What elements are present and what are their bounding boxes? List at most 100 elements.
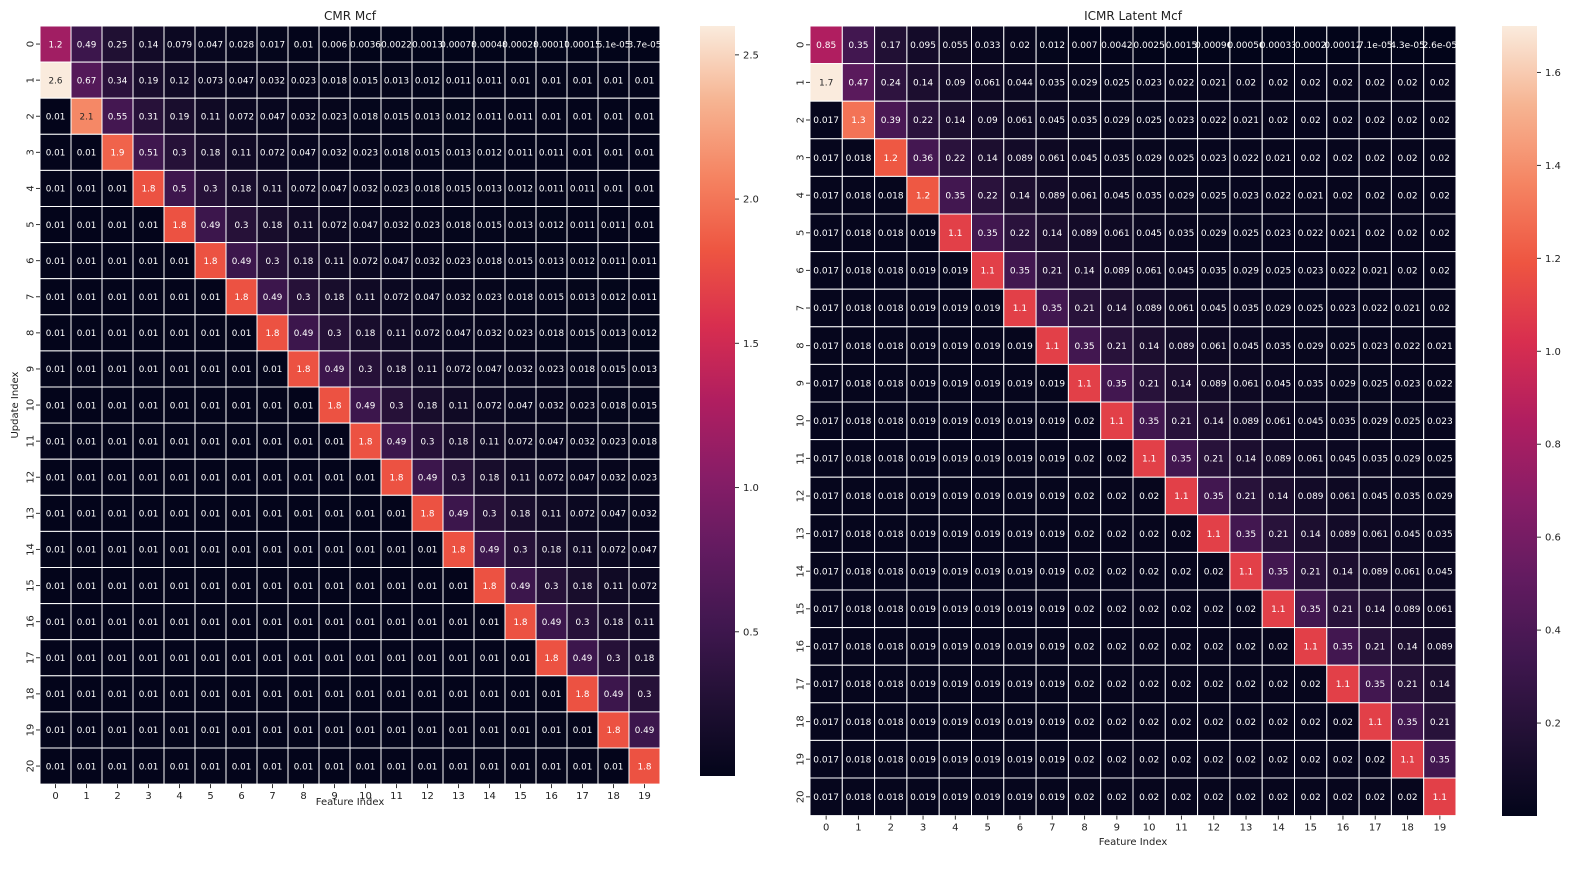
- heatmap-cell: [1294, 702, 1328, 741]
- cell-value-label: 0.01: [263, 365, 283, 375]
- x-tick-label: 1: [83, 791, 89, 802]
- cell-value-label: 0.015: [446, 185, 471, 195]
- heatmap-cell: [132, 530, 165, 569]
- cell-value-label: 0.023: [1298, 267, 1324, 277]
- cell-value-label: 0.14: [978, 154, 998, 164]
- cell-value-label: 0.02: [1010, 41, 1030, 51]
- cell-value-label: 0.02: [1075, 680, 1095, 690]
- cell-value-label: 0.01: [77, 690, 97, 700]
- cell-value-label: 0.045: [1201, 304, 1227, 314]
- cell-value-label: 0.045: [1330, 455, 1356, 465]
- cell-value-label: 0.21: [1301, 567, 1321, 577]
- cell-value-label: 0.035: [1104, 154, 1130, 164]
- cell-value-label: 0.013: [508, 221, 533, 231]
- cell-value-label: 0.022: [1201, 116, 1227, 126]
- heatmap-cell: [70, 675, 103, 713]
- cell-value-label: 0.3: [638, 690, 652, 700]
- cell-value-label: 0.019: [975, 793, 1001, 803]
- heatmap-cell: [194, 567, 227, 605]
- cell-value-label: 0.35: [1333, 643, 1353, 653]
- cell-value-label: 0.019: [942, 492, 968, 502]
- cell-value-label: 0.01: [325, 690, 345, 700]
- heatmap-cell: [411, 133, 444, 171]
- cell-value-label: 0.11: [387, 329, 407, 339]
- heatmap-cell: [906, 627, 940, 666]
- cell-value-label: 0.011: [570, 221, 595, 231]
- cell-value-label: 0.019: [942, 680, 968, 690]
- cell-value-label: 0.14: [1268, 492, 1288, 502]
- cell-value-label: 0.01: [77, 726, 97, 736]
- heatmap-cell: [101, 278, 134, 316]
- cell-value-label: 0.013: [570, 293, 595, 303]
- heatmap-cell: [1132, 551, 1166, 591]
- heatmap-cell: [1132, 439, 1166, 478]
- cell-value-label: 0.01: [170, 654, 190, 664]
- cell-value-label: 0.01: [201, 654, 221, 664]
- x-tick-label: 15: [514, 791, 527, 802]
- cell-value-label: 0.02: [1333, 718, 1353, 728]
- y-tick-label: 13: [796, 527, 807, 540]
- heatmap-cell: [1326, 627, 1360, 666]
- cell-value-label: 0.019: [910, 417, 936, 427]
- cell-value-label: 0.012: [1039, 41, 1065, 51]
- cell-value-label: 0.035: [1330, 417, 1356, 427]
- heatmap-cell: [809, 138, 843, 177]
- cell-value-label: 0.01: [449, 726, 469, 736]
- heatmap-cell: [1326, 326, 1360, 365]
- cell-value-label: 1.8: [607, 726, 621, 736]
- cell-value-label: 0.019: [910, 342, 936, 352]
- heatmap-cell: [1132, 288, 1166, 328]
- cell-value-label: 0.02: [1204, 680, 1224, 690]
- heatmap-cell: [1423, 739, 1457, 779]
- cell-value-label: 0.02: [1430, 229, 1450, 239]
- heatmap-cell: [349, 61, 382, 99]
- cell-value-label: 0.01: [232, 401, 252, 411]
- heatmap-cell: [566, 458, 599, 496]
- y-tick-label: 17: [26, 651, 37, 664]
- cell-value-label: 0.025: [1104, 79, 1130, 89]
- cell-value-label: 0.018: [878, 191, 904, 201]
- heatmap-cell: [906, 739, 940, 779]
- cell-value-label: 0.01: [139, 221, 159, 231]
- heatmap-cell: [256, 422, 289, 460]
- cell-value-label: 0.01: [542, 690, 562, 700]
- cell-value-label: 0.18: [356, 329, 376, 339]
- y-tick-label: 16: [796, 640, 807, 653]
- heatmap-cell: [874, 514, 908, 553]
- cell-value-label: 0.023: [446, 257, 471, 267]
- cell-value-label: 0.02: [1333, 79, 1353, 89]
- cell-value-label: 0.51: [139, 149, 159, 159]
- cell-value-label: 0.01: [294, 510, 314, 520]
- heatmap-cell: [504, 206, 537, 244]
- heatmap-cell: [1294, 326, 1328, 365]
- y-tick-label: 2: [26, 113, 37, 119]
- cell-value-label: 0.01: [263, 726, 283, 736]
- cell-value-label: 0.01: [542, 112, 562, 122]
- cell-value-label: 0.01: [139, 654, 159, 664]
- cell-value-label: 0.02: [1139, 755, 1159, 765]
- cell-value-label: 0.021: [1233, 116, 1259, 126]
- heatmap-cell: [473, 25, 506, 63]
- heatmap-cell: [318, 61, 351, 99]
- cell-value-label: 0.01: [480, 618, 500, 628]
- cell-value-label: 1.2: [916, 191, 930, 201]
- cell-value-label: 0.02: [1398, 793, 1418, 803]
- cell-value-label: 0.01: [573, 112, 593, 122]
- cell-value-label: 0.018: [846, 530, 872, 540]
- cell-value-label: 0.01: [108, 762, 128, 772]
- y-tick-label: 5: [796, 230, 807, 236]
- heatmap-cell: [628, 278, 661, 316]
- cell-value-label: 0.01: [480, 654, 500, 664]
- cell-value-label: 0.02: [1107, 605, 1127, 615]
- cell-value-label: 1.8: [421, 510, 435, 520]
- heatmap-cell: [1261, 213, 1295, 253]
- cell-value-label: 0.02: [1333, 755, 1353, 765]
- heatmap-cell: [535, 386, 568, 424]
- heatmap-cell: [1003, 551, 1037, 591]
- cell-value-label: 0.01: [170, 546, 190, 556]
- cell-value-label: 0.02: [1075, 567, 1095, 577]
- heatmap-cell: [1294, 514, 1328, 553]
- cell-value-label: 0.089: [1169, 342, 1195, 352]
- cell-value-label: 0.019: [910, 492, 936, 502]
- cell-value-label: 0.022: [1169, 79, 1195, 89]
